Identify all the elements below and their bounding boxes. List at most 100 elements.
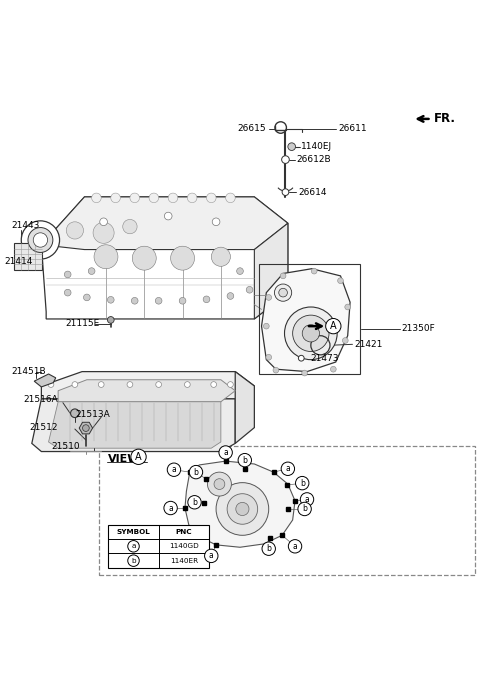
Circle shape (330, 366, 336, 372)
Circle shape (72, 381, 78, 387)
Text: 26612B: 26612B (297, 155, 331, 164)
Circle shape (238, 454, 252, 467)
Circle shape (226, 193, 235, 203)
Text: PNC: PNC (176, 529, 192, 535)
Circle shape (93, 222, 114, 243)
Text: 1140EJ: 1140EJ (301, 142, 332, 151)
Circle shape (227, 293, 234, 300)
Polygon shape (41, 197, 288, 319)
Circle shape (211, 247, 230, 266)
Circle shape (168, 193, 178, 203)
Text: 26611: 26611 (338, 125, 367, 133)
FancyBboxPatch shape (108, 525, 209, 568)
FancyBboxPatch shape (99, 446, 475, 575)
Circle shape (66, 222, 84, 239)
Circle shape (298, 503, 312, 516)
Circle shape (164, 501, 177, 515)
Circle shape (64, 289, 71, 296)
Text: 21414: 21414 (4, 257, 33, 266)
Circle shape (264, 323, 269, 329)
Circle shape (211, 381, 216, 387)
Text: 1140GD: 1140GD (169, 543, 199, 550)
Text: A: A (330, 321, 336, 331)
Circle shape (280, 273, 286, 279)
Polygon shape (34, 374, 56, 387)
Circle shape (88, 268, 95, 274)
Text: b: b (302, 505, 307, 513)
Circle shape (167, 463, 180, 477)
Circle shape (108, 317, 114, 323)
Text: a: a (132, 543, 136, 550)
Circle shape (246, 287, 253, 293)
Circle shape (207, 472, 231, 496)
Circle shape (345, 304, 350, 310)
Circle shape (214, 479, 225, 490)
Text: a: a (305, 495, 310, 504)
Circle shape (282, 189, 289, 195)
Circle shape (288, 143, 296, 151)
Circle shape (21, 221, 60, 259)
Text: 21510: 21510 (51, 442, 80, 452)
Circle shape (128, 541, 139, 552)
Text: VIEW: VIEW (108, 454, 141, 464)
Circle shape (296, 477, 309, 490)
Circle shape (149, 193, 158, 203)
Text: 26614: 26614 (298, 188, 326, 197)
Circle shape (83, 425, 89, 432)
Text: 21516A: 21516A (24, 395, 59, 404)
Polygon shape (32, 399, 235, 452)
Circle shape (288, 539, 302, 553)
Circle shape (156, 298, 162, 304)
Text: b: b (242, 456, 247, 464)
Circle shape (206, 193, 216, 203)
Circle shape (337, 278, 343, 283)
Circle shape (92, 193, 101, 203)
Polygon shape (262, 269, 350, 372)
Circle shape (285, 307, 337, 360)
Circle shape (128, 555, 139, 567)
Text: a: a (286, 464, 290, 473)
Polygon shape (14, 243, 42, 270)
Circle shape (236, 503, 249, 516)
Text: 21115E: 21115E (65, 319, 99, 328)
Circle shape (203, 296, 210, 302)
Circle shape (111, 193, 120, 203)
Circle shape (94, 244, 118, 269)
Circle shape (275, 284, 292, 301)
Circle shape (275, 122, 287, 133)
Polygon shape (48, 402, 221, 448)
Polygon shape (58, 380, 235, 402)
Text: b: b (266, 544, 271, 553)
Text: 21473: 21473 (311, 353, 339, 363)
Text: 21443: 21443 (11, 221, 39, 230)
Circle shape (188, 496, 201, 509)
Text: a: a (209, 552, 214, 560)
Circle shape (300, 492, 314, 506)
Text: b: b (300, 479, 305, 488)
Circle shape (325, 319, 341, 334)
Circle shape (237, 268, 243, 274)
Circle shape (228, 381, 233, 387)
Text: a: a (171, 465, 176, 474)
Circle shape (342, 338, 348, 343)
Text: 1140ER: 1140ER (170, 558, 198, 564)
Circle shape (179, 298, 186, 304)
Text: 21421: 21421 (354, 340, 382, 349)
Circle shape (170, 247, 194, 270)
Circle shape (204, 549, 218, 563)
Text: a: a (223, 448, 228, 457)
Circle shape (312, 268, 317, 274)
Circle shape (132, 247, 156, 270)
Text: a: a (168, 503, 173, 513)
Polygon shape (41, 197, 288, 249)
Text: 26615: 26615 (238, 125, 266, 133)
Polygon shape (254, 223, 288, 319)
Circle shape (28, 227, 53, 253)
Text: b: b (193, 468, 198, 477)
Polygon shape (79, 422, 93, 434)
Circle shape (123, 219, 137, 234)
Text: 21512: 21512 (29, 423, 58, 432)
Circle shape (184, 381, 190, 387)
Text: b: b (192, 498, 197, 507)
Text: 21451B: 21451B (11, 367, 46, 376)
